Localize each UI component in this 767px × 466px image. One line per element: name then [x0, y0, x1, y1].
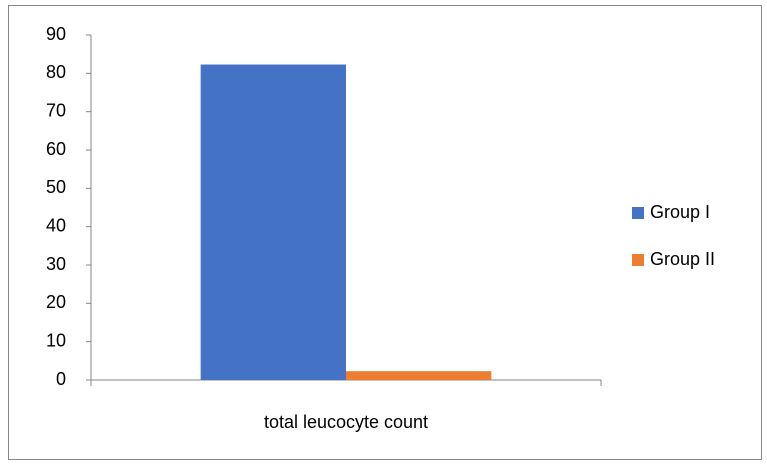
- legend-label: Group I: [650, 202, 710, 222]
- y-tick-label: 40: [46, 215, 66, 235]
- bar: [346, 371, 492, 380]
- y-tick-label: 0: [56, 369, 66, 389]
- x-tick-label: total leucocyte count: [264, 412, 428, 432]
- y-tick-label: 20: [46, 292, 66, 312]
- y-tick-label: 10: [46, 330, 66, 350]
- legend-swatch: [632, 254, 644, 266]
- legend-label: Group II: [650, 249, 715, 269]
- y-tick-label: 80: [46, 62, 66, 82]
- y-tick-label: 30: [46, 254, 66, 274]
- y-tick-label: 50: [46, 177, 66, 197]
- bar: [200, 64, 346, 381]
- legend-swatch: [632, 207, 644, 219]
- y-tick-label: 90: [46, 24, 66, 44]
- chart-border: [8, 5, 762, 460]
- y-tick-label: 70: [46, 100, 66, 120]
- y-tick-label: 60: [46, 139, 66, 159]
